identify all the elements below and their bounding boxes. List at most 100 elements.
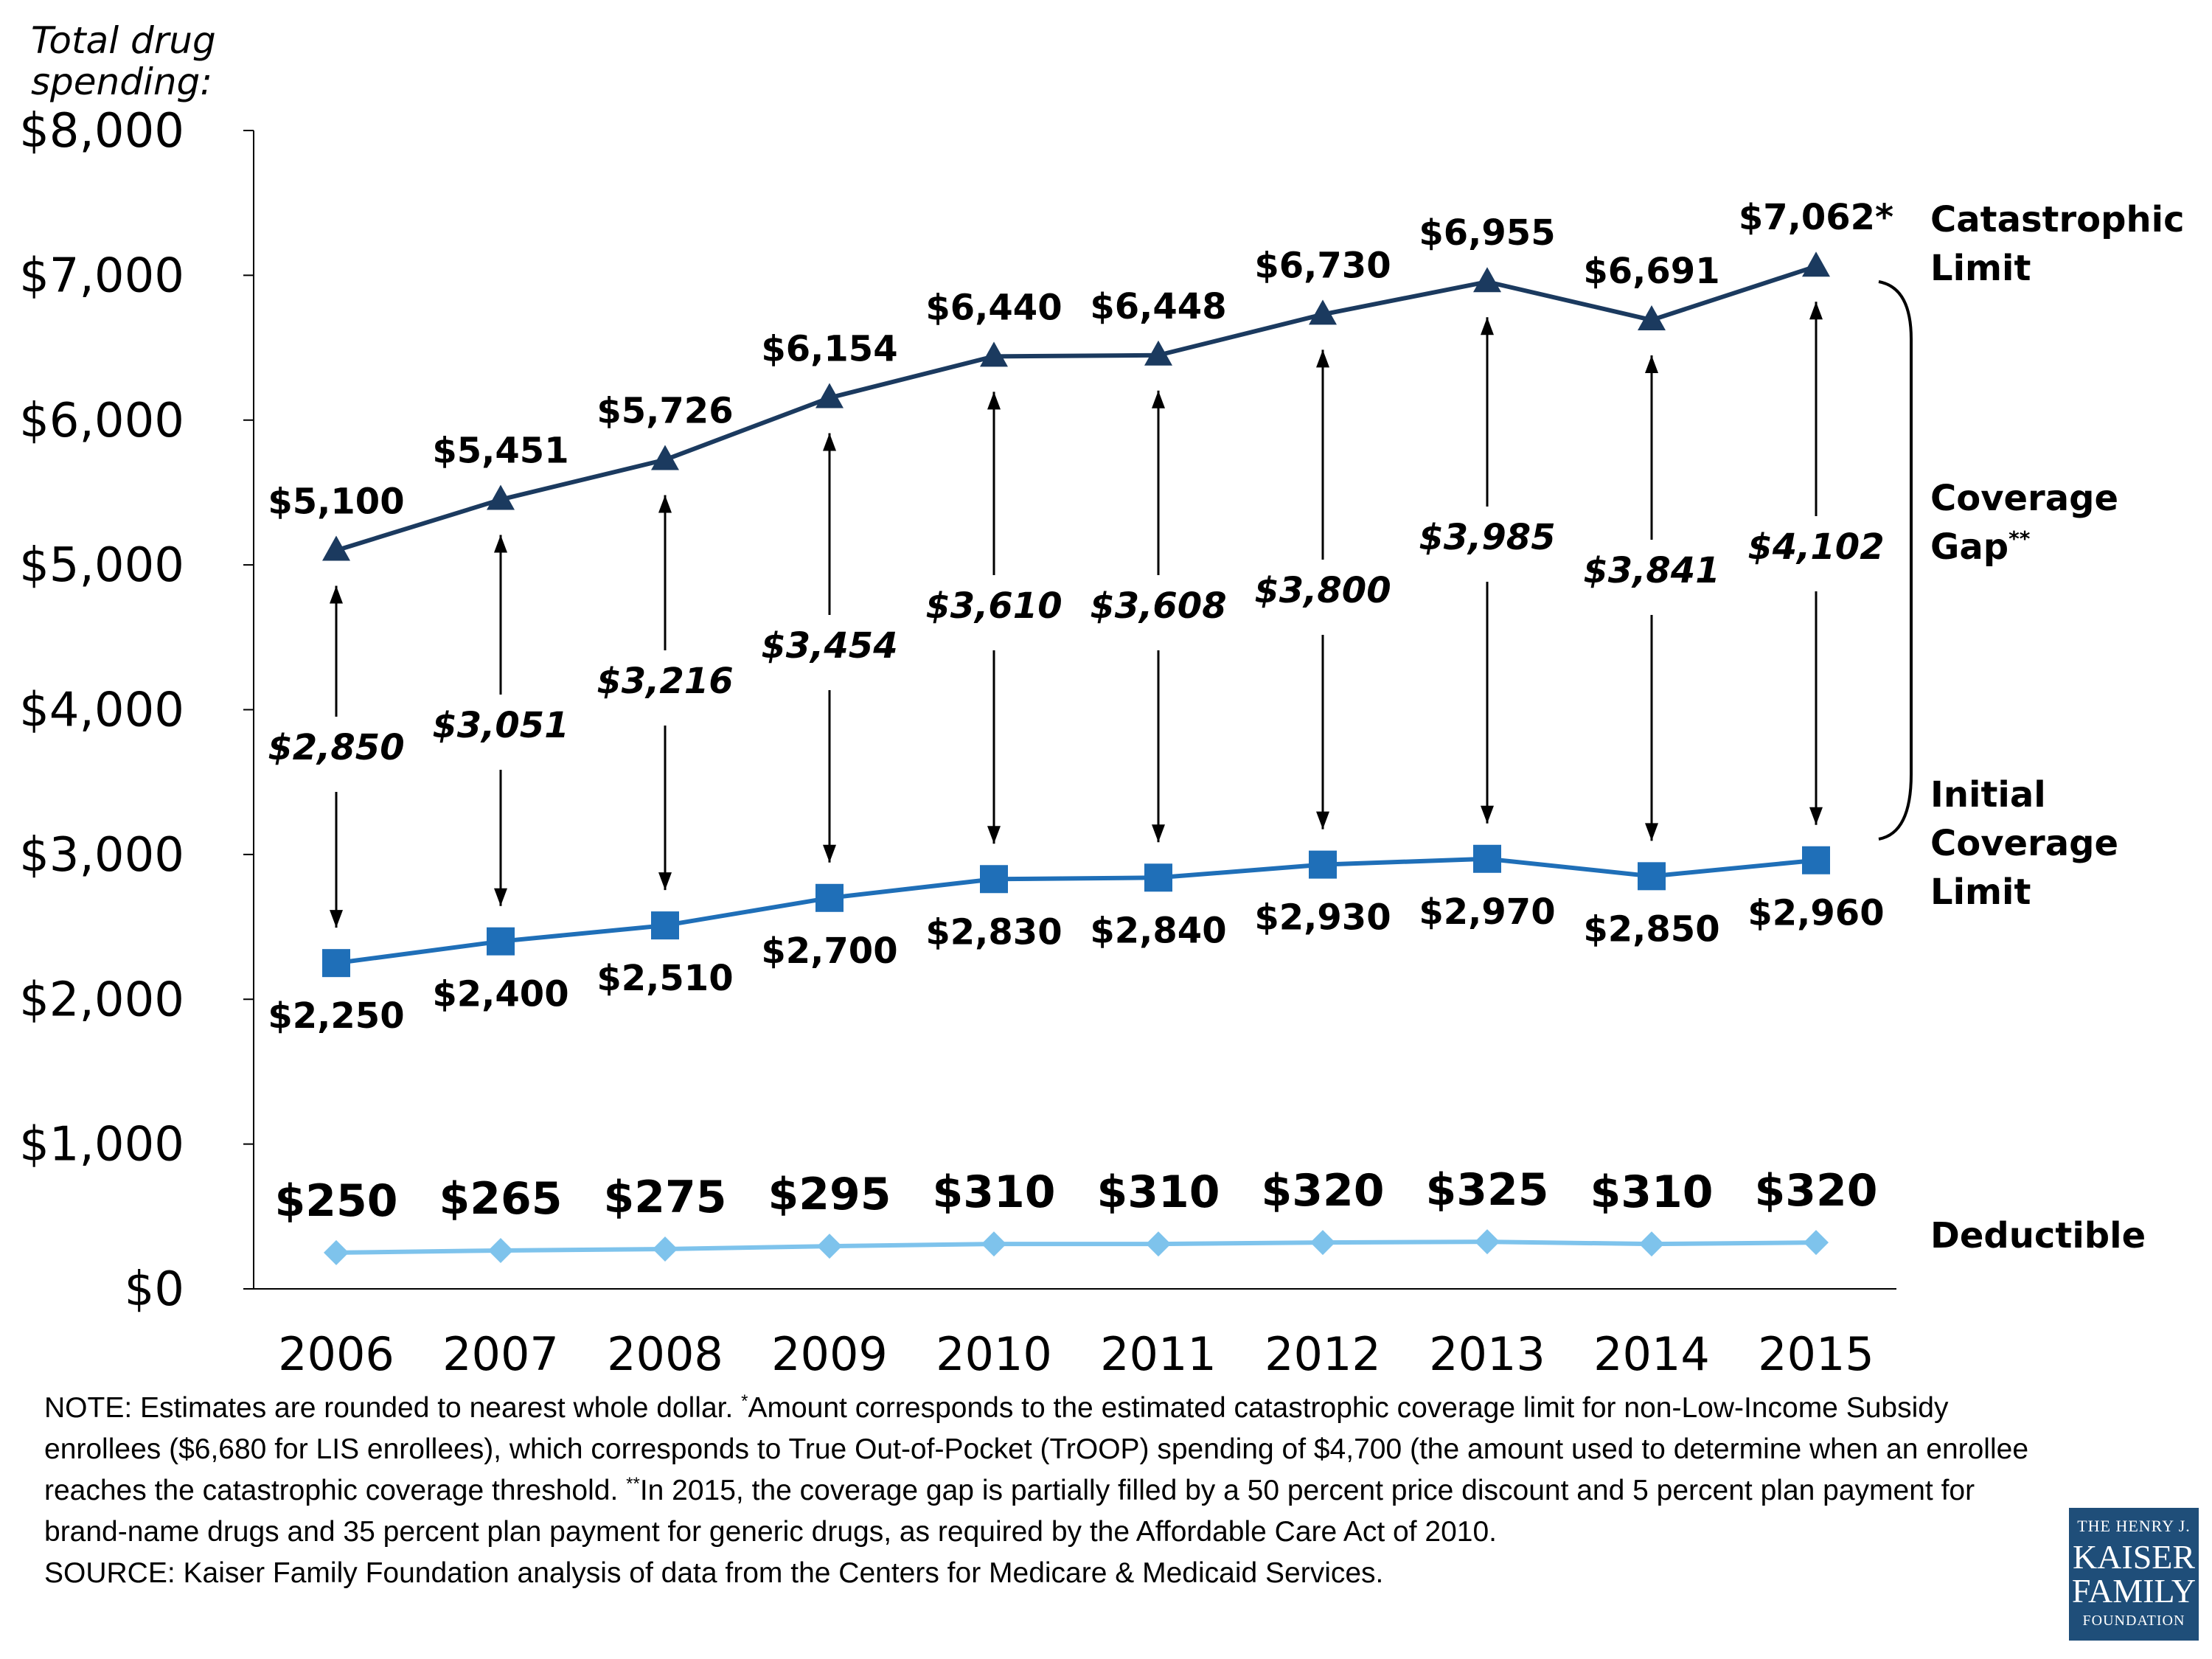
logo-line1: THE HENRY J.	[2077, 1517, 2191, 1535]
deductible-label: $310	[1097, 1166, 1220, 1218]
deductible-point	[981, 1231, 1006, 1257]
gap-arrow-down-head	[1481, 805, 1494, 824]
y-tick-label: $6,000	[19, 394, 184, 448]
initial-coverage-label: $2,400	[432, 974, 568, 1015]
series-markers	[322, 251, 1830, 1265]
x-tick-label: 2008	[607, 1327, 723, 1381]
initial-coverage-point	[487, 927, 515, 956]
initial-coverage-point	[815, 883, 844, 912]
axes: $0 $1,000 $2,000 $3,000 $4,000 $5,000 $6,000 $7…	[19, 104, 1896, 1381]
kff-logo: THE HENRY J. KAISER FAMILY FOUNDATION	[2069, 1508, 2199, 1641]
y-tick-label: $1,000	[19, 1118, 184, 1172]
x-tick-label: 2014	[1593, 1327, 1710, 1381]
deductible-point	[817, 1234, 842, 1259]
note-text: NOTE: Estimates are rounded to nearest w…	[44, 1391, 2029, 1548]
logo-line3: FAMILY	[2071, 1572, 2197, 1610]
deductible-label: $250	[275, 1175, 398, 1227]
initial-coverage-point	[1802, 846, 1830, 874]
gap-arrow-up-head	[1481, 317, 1494, 335]
deductible-point	[1475, 1229, 1500, 1255]
catastrophic-point	[651, 445, 679, 470]
gap-arrow-up-head	[1809, 302, 1823, 320]
catastrophic-label: $6,154	[761, 329, 897, 370]
gap-label: $3,608	[1090, 585, 1226, 627]
initial-coverage-label: $2,830	[925, 911, 1062, 953]
catastrophic-point	[1802, 251, 1830, 277]
x-tick-label: 2010	[936, 1327, 1052, 1381]
gap-arrow-down-head	[494, 888, 507, 906]
gap-arrow-up-head	[1152, 390, 1165, 408]
logo-line4: FOUNDATION	[2082, 1613, 2185, 1629]
catastrophic-point	[487, 484, 515, 510]
deductible-label: $275	[604, 1172, 727, 1223]
y-tick-label: $5,000	[19, 538, 184, 593]
gap-arrow-up-head	[1645, 355, 1658, 374]
catastrophic-label: $6,691	[1583, 251, 1719, 292]
initial-coverage-point	[322, 949, 350, 978]
x-tick-label: 2009	[771, 1327, 888, 1381]
y-tick-label: $0	[125, 1262, 184, 1317]
gap-arrow-up-head	[658, 495, 672, 513]
gap-label: $4,102	[1747, 526, 1884, 568]
y-tick-label: $4,000	[19, 684, 184, 738]
coverage-gap-name: Coverage	[1930, 478, 2118, 519]
initial-coverage-label: $2,970	[1419, 891, 1555, 933]
gap-arrow-down-head	[823, 844, 836, 863]
catastrophic-label: $6,955	[1419, 212, 1555, 254]
deductible-point	[653, 1236, 678, 1262]
y-tick-label: $7,000	[19, 248, 184, 303]
initial-coverage-point	[1638, 862, 1666, 891]
deductible-point	[1639, 1231, 1664, 1257]
initial-coverage-point	[651, 911, 679, 940]
catastrophic-label: $7,062*	[1739, 197, 1893, 238]
deductible-label: $265	[439, 1173, 563, 1225]
series-lines	[335, 264, 1817, 1255]
gap-label: $3,610	[925, 585, 1062, 627]
gap-arrow-up-head	[987, 392, 1001, 410]
series-names: Catastrophic Limit Coverage Gap** Initial Cov…	[1878, 199, 2185, 1256]
gap-label: $2,850	[268, 727, 404, 768]
coverage-gap-bracket	[1878, 280, 1913, 841]
catastrophic-label: $5,726	[597, 391, 733, 432]
catastrophic-label: $5,100	[268, 481, 404, 522]
catastrophic-label: $6,730	[1254, 245, 1391, 286]
catastrophic-line	[335, 264, 1817, 553]
initial-coverage-point	[980, 865, 1008, 894]
catastrophic-point	[980, 341, 1008, 367]
deductible-point	[1310, 1230, 1335, 1256]
deductible-label: $320	[1262, 1165, 1385, 1217]
coverage-gap-arrows	[330, 302, 1823, 928]
catastrophic-point	[1309, 299, 1337, 325]
deductible-label: $320	[1755, 1165, 1878, 1217]
gap-arrow-up-head	[823, 433, 836, 451]
y-axis-title-line1: Total drug	[31, 19, 216, 62]
gap-arrow-down-head	[1316, 811, 1329, 830]
y-tick-label: $8,000	[19, 104, 184, 159]
initial-coverage-label: $2,960	[1747, 893, 1884, 934]
data-labels: $2,850 $3,051 $3,216 $3,454 $3,610 $3,608 $3,8…	[268, 197, 1893, 1227]
catastrophic-name: Limit	[1930, 248, 2031, 289]
gap-label: $3,841	[1583, 550, 1719, 591]
catastrophic-label: $5,451	[432, 431, 568, 472]
x-tick-label: 2015	[1758, 1327, 1874, 1381]
initial-coverage-name: Coverage	[1930, 823, 2118, 864]
gap-label: $3,454	[761, 625, 897, 667]
deductible-label: $325	[1426, 1164, 1549, 1216]
deductible-name: Deductible	[1930, 1215, 2146, 1256]
y-tick-label: $2,000	[19, 973, 184, 1027]
deductible-label: $295	[768, 1169, 891, 1220]
gap-label: $3,985	[1419, 517, 1555, 558]
gap-arrow-up-head	[330, 585, 343, 604]
catastrophic-point	[322, 535, 350, 561]
gap-arrow-down-head	[658, 872, 672, 891]
catastrophic-point	[815, 383, 844, 408]
catastrophic-label: $6,440	[925, 287, 1062, 328]
deductible-label: $310	[1590, 1166, 1714, 1218]
catastrophic-name: Catastrophic	[1930, 199, 2185, 240]
catastrophic-point	[1473, 267, 1501, 293]
deductible-point	[324, 1239, 349, 1265]
deductible-point	[488, 1237, 513, 1263]
deductible-label: $310	[933, 1166, 1056, 1218]
initial-coverage-label: $2,850	[1583, 908, 1719, 950]
x-tick-label: 2007	[442, 1327, 559, 1381]
